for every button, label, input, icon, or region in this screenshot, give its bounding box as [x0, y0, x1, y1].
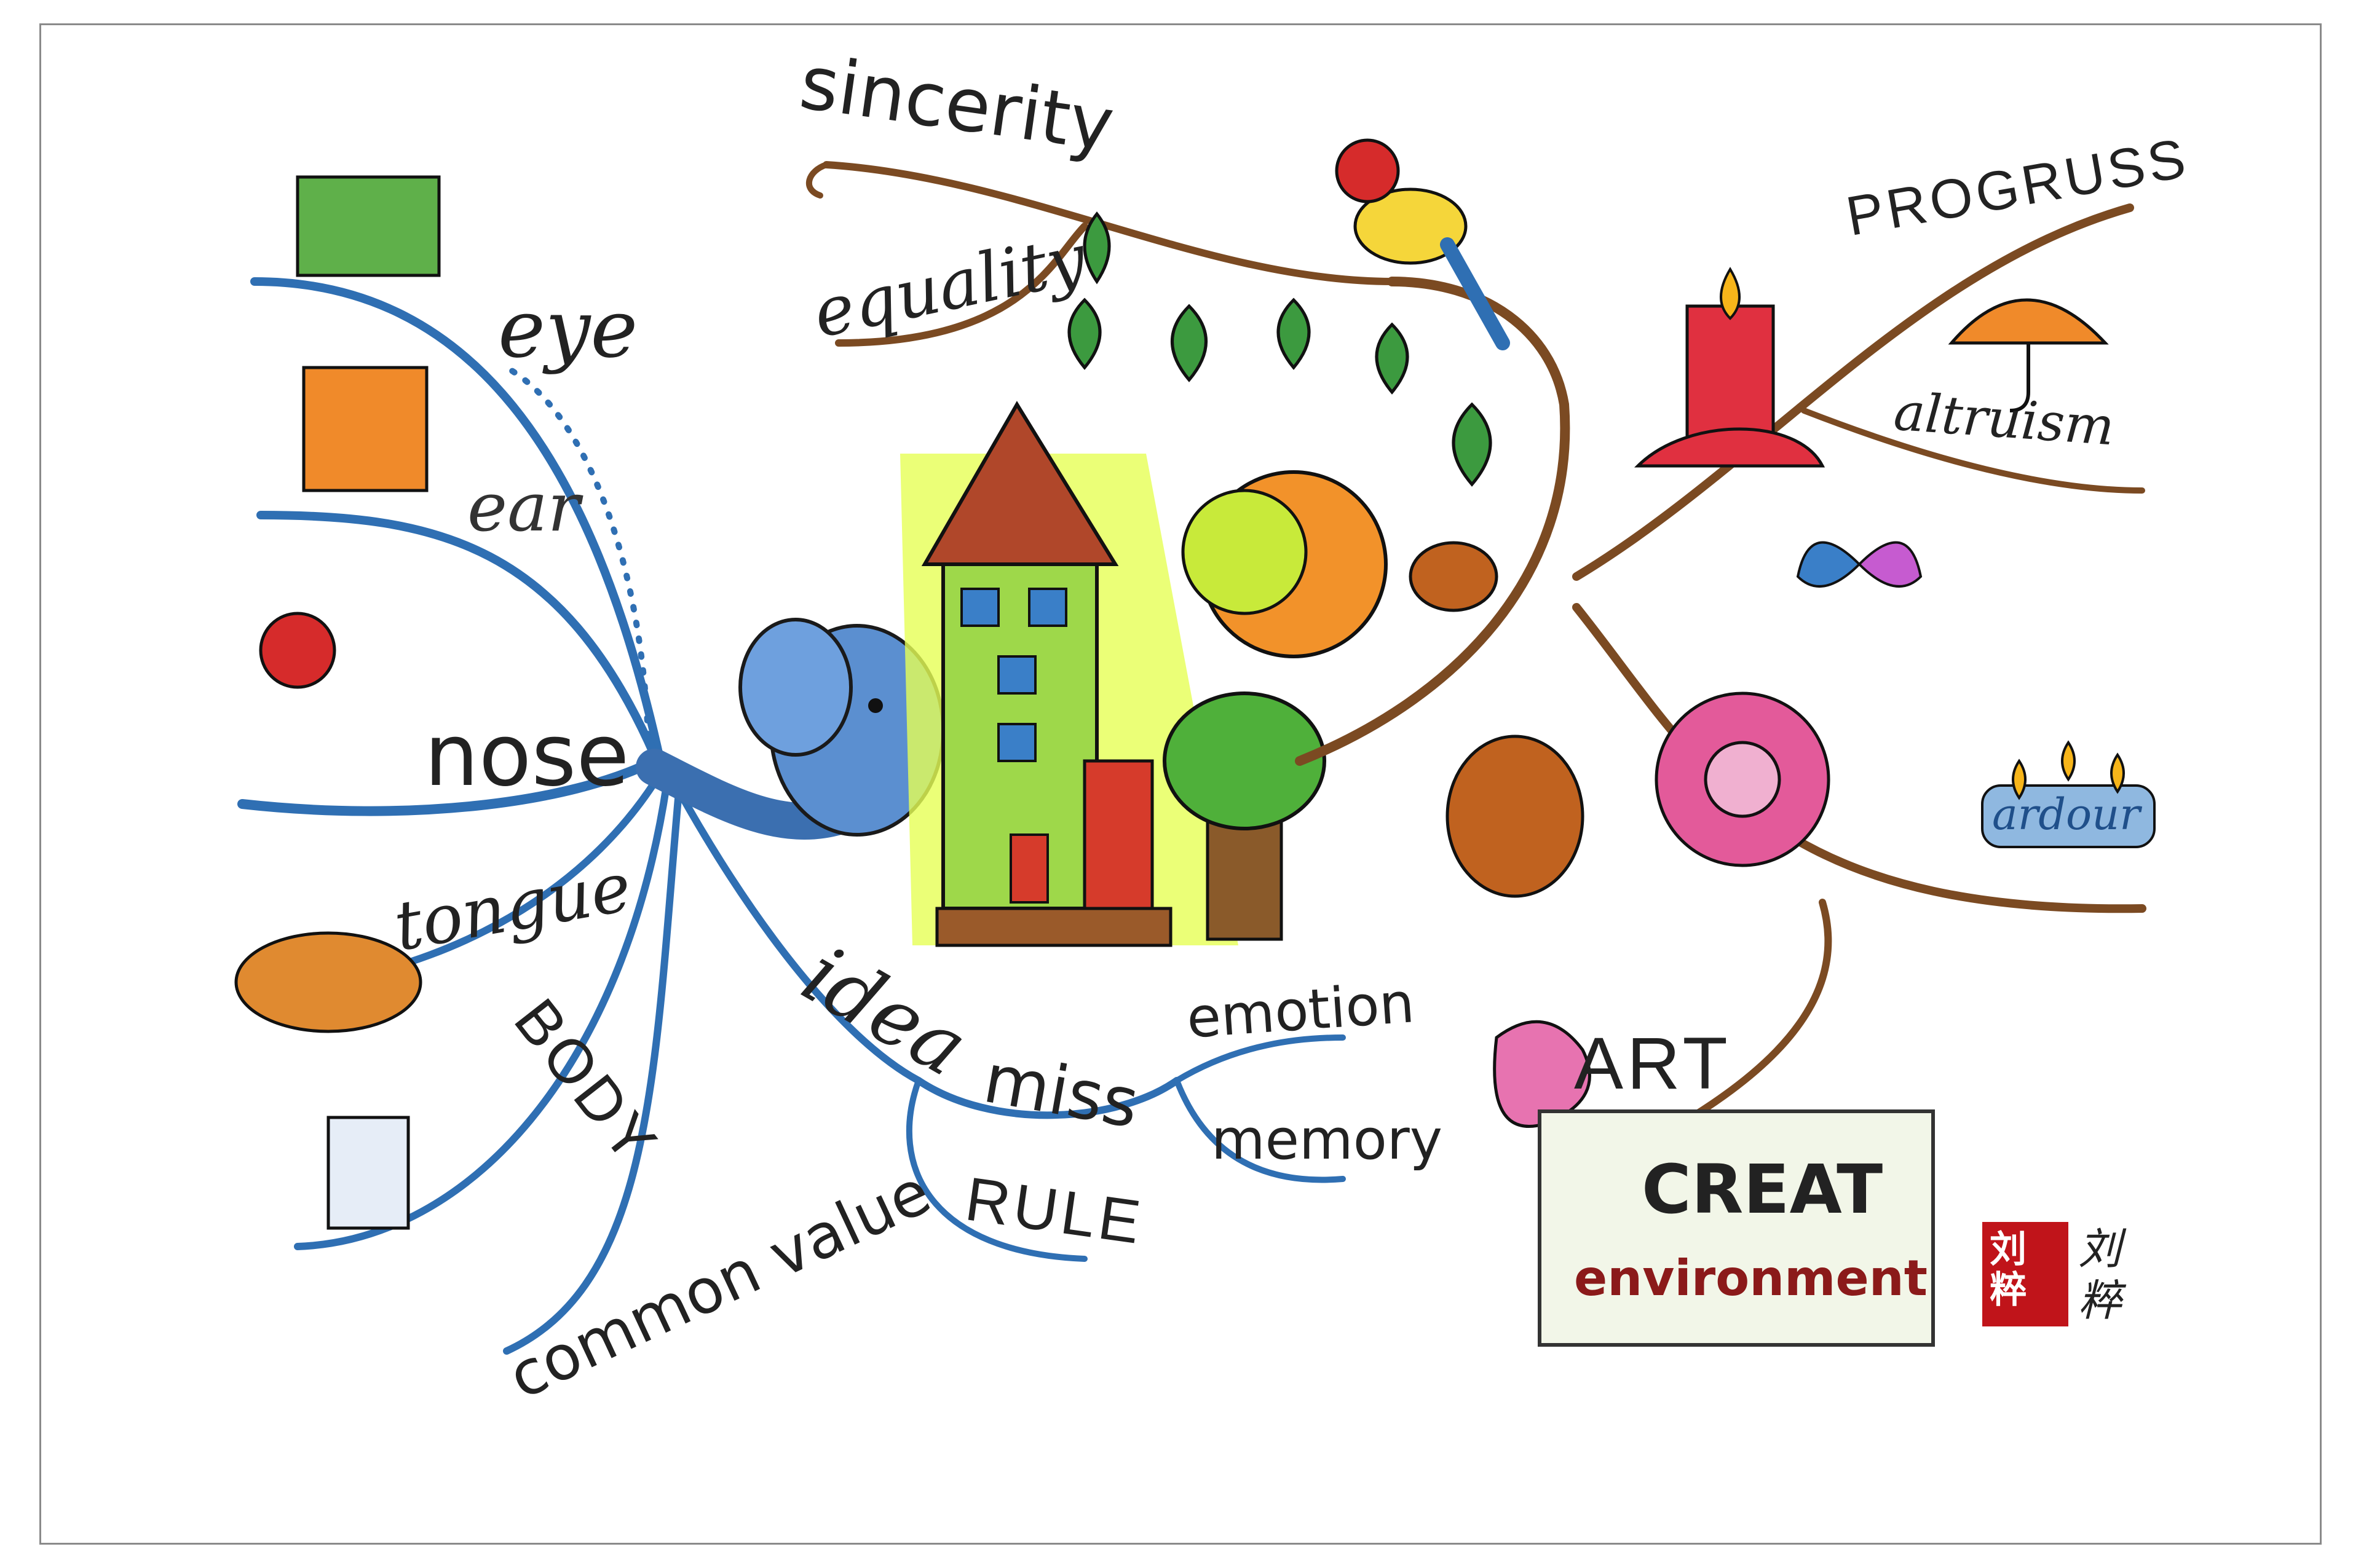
branch-equality — [835, 223, 1088, 347]
butterfly-illustration — [1796, 541, 1923, 588]
branch-sincerity-curl — [805, 162, 829, 199]
walnut — [1409, 541, 1498, 612]
label-art: ART — [1574, 1022, 1731, 1105]
label-nose: nose — [424, 706, 630, 806]
branch-emotion — [1174, 1034, 1346, 1084]
left-branches — [237, 277, 1346, 1355]
house-steps — [935, 907, 1173, 947]
house-window — [997, 723, 1037, 762]
label-memory: memory — [1211, 1108, 1443, 1172]
sign-line-creat: CREAT — [1642, 1150, 1883, 1229]
tv-icon — [296, 175, 441, 277]
ardour-candles-illustration — [1981, 740, 2156, 848]
leaf — [1276, 297, 1311, 370]
label-eye: eye — [498, 282, 638, 376]
house-window — [1028, 588, 1067, 627]
branch-sincerity — [823, 161, 1396, 285]
house-window — [997, 655, 1037, 695]
elephant-illustration — [636, 618, 945, 840]
umbrella-canopy — [1948, 298, 2109, 345]
branch-eye-beads — [504, 364, 651, 739]
tree-illustration — [1163, 691, 1326, 941]
candle-base — [1634, 427, 1825, 468]
label-ardour: ardour — [1992, 789, 2140, 840]
elephant-ear — [738, 618, 853, 757]
label-altruism: altruism — [1891, 381, 2116, 458]
candle-illustration — [1634, 267, 1825, 468]
seal-group — [1982, 1222, 2068, 1326]
radio-icon — [302, 366, 429, 492]
house-door — [1010, 833, 1049, 904]
rose-icon — [259, 612, 336, 689]
branch-memory — [1174, 1078, 1346, 1183]
branch-miss — [915, 1077, 1180, 1119]
leaf — [1375, 322, 1409, 395]
umbrella-handle — [2009, 343, 2030, 412]
bird-head — [1335, 138, 1400, 203]
leaf — [1452, 402, 1492, 487]
seal-signature: 刘粹 — [2078, 1224, 2121, 1326]
ardour-flame — [2110, 752, 2125, 794]
butterfly-wing — [1796, 541, 1861, 588]
moon-inner — [1181, 489, 1308, 615]
label-emotion: emotion — [1184, 971, 1417, 1051]
bird-body — [1353, 187, 1468, 265]
branch-eye — [250, 277, 665, 765]
seal-stamp — [1982, 1222, 2068, 1326]
ardour-flame — [2061, 740, 2076, 782]
sign-board — [1538, 1109, 1935, 1347]
candle-flame — [1720, 267, 1741, 320]
branch-body — [294, 782, 670, 1250]
house-annex — [1083, 759, 1154, 910]
branch-ear — [256, 511, 658, 759]
mind-map-drawing — [234, 138, 2156, 1355]
leaf — [1171, 304, 1208, 382]
flower-illustration — [1655, 691, 1830, 867]
ardour-plaque — [1981, 784, 2156, 848]
branch-common — [503, 788, 682, 1355]
bird-tail — [1440, 237, 1510, 350]
umbrella-illustration — [1948, 298, 2109, 412]
branch-nose — [237, 756, 659, 816]
flower-center — [1704, 741, 1781, 818]
sign-line-environment: environment — [1574, 1250, 1928, 1307]
leaf — [1067, 297, 1102, 370]
branch-progress — [1572, 203, 2134, 581]
branch-rule — [906, 1078, 1088, 1262]
branch-idea — [669, 776, 922, 1084]
heart-leaves — [1067, 211, 1492, 487]
house-illustration — [900, 401, 1238, 947]
environment-sign — [1538, 1109, 1935, 1347]
walnut-illustrations — [1409, 541, 1584, 898]
seal-stamp-text: 刘粹 — [1990, 1228, 2027, 1312]
leaf — [1083, 211, 1111, 285]
moon-illustration — [1181, 470, 1388, 658]
turkey-icon — [234, 931, 422, 1033]
house-window — [960, 588, 1000, 627]
branch-altruism — [1801, 408, 2145, 494]
palette-shape — [1493, 1020, 1591, 1128]
bird-illustration — [1335, 138, 1510, 350]
tree-crown — [1163, 691, 1326, 830]
walnut — [1445, 735, 1584, 898]
palette-illustration — [1493, 1020, 1591, 1128]
elephant-eye — [868, 698, 883, 713]
ardour-flame — [2012, 758, 2027, 800]
butterfly-wing — [1857, 541, 1923, 588]
left-illustrations — [234, 175, 441, 1230]
label-ear: ear — [467, 468, 580, 546]
scroll-icon — [326, 1116, 410, 1230]
